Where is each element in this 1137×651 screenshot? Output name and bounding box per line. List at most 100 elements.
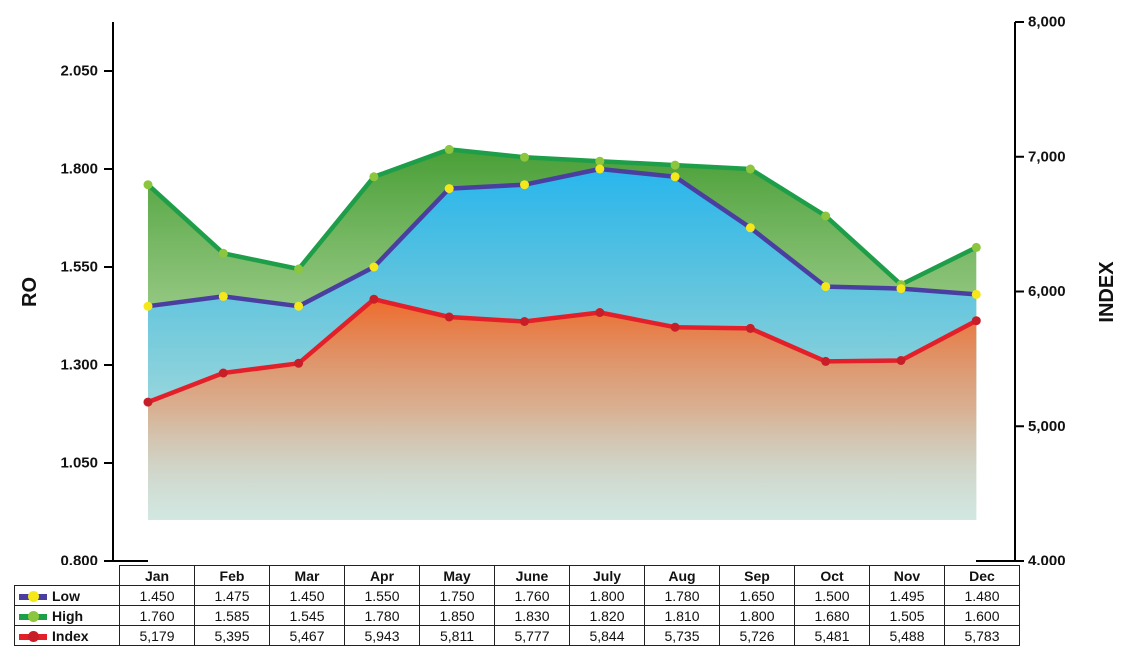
table-cell: 1.820 bbox=[569, 605, 645, 626]
table-cell: 1.780 bbox=[344, 605, 420, 626]
table-cell: 1.600 bbox=[944, 605, 1020, 626]
table-month-header: Apr bbox=[344, 565, 420, 586]
table-cell: 1.760 bbox=[119, 605, 195, 626]
table-cell: 1.650 bbox=[719, 585, 795, 606]
series-name: Index bbox=[52, 627, 89, 644]
index-point bbox=[821, 356, 831, 366]
series-name: High bbox=[52, 607, 84, 624]
chart: 0.800 1.050 1.300 1.550 1.800 2.050 4,000 5,00… bbox=[19, 14, 1118, 566]
table-month-header: May bbox=[419, 565, 495, 586]
high-point bbox=[595, 156, 605, 166]
table-cell: 5,735 bbox=[644, 625, 720, 646]
table-cell: 5,726 bbox=[719, 625, 795, 646]
high-point bbox=[971, 242, 981, 252]
table-month-header: July bbox=[569, 565, 645, 586]
table-cell: 5,811 bbox=[419, 625, 495, 646]
index-area bbox=[148, 299, 977, 520]
table-month-header: June bbox=[494, 565, 570, 586]
left-tick-label: 1.550 bbox=[60, 259, 98, 276]
table-row: Index 5,179 5,395 5,467 5,943 5,811 5,777 5,844… bbox=[14, 625, 1020, 646]
index-point bbox=[143, 397, 153, 407]
table-cell: 5,488 bbox=[869, 625, 945, 646]
index-point bbox=[444, 312, 454, 322]
low-point bbox=[896, 284, 906, 294]
table-month-header: Feb bbox=[194, 565, 270, 586]
table-cell: 1.810 bbox=[644, 605, 720, 626]
right-axis-ticks: 4,000 5,000 6,000 7,000 8,000 bbox=[1015, 14, 1066, 565]
low-point bbox=[294, 301, 304, 311]
table-cell: 1.505 bbox=[869, 605, 945, 626]
table-row-label: High bbox=[14, 605, 120, 626]
low-point bbox=[971, 289, 981, 299]
data-table-body: Low 1.450 1.475 1.450 1.550 1.750 1.760 1.800 1.… bbox=[14, 585, 1020, 646]
low-point bbox=[670, 172, 680, 182]
data-table-header: Jan Feb Mar Apr May June July Aug Sep Oct Nov Dec bbox=[14, 565, 1020, 586]
low-point bbox=[444, 184, 454, 194]
table-row-label: Index bbox=[14, 625, 120, 646]
series-name: Low bbox=[52, 587, 80, 604]
left-axis-ticks: 0.800 1.050 1.300 1.550 1.800 2.050 bbox=[60, 63, 113, 565]
legend-swatch-icon bbox=[19, 590, 47, 602]
table-cell: 1.450 bbox=[119, 585, 195, 606]
low-point bbox=[520, 180, 529, 190]
low-point bbox=[821, 282, 831, 292]
high-point bbox=[520, 152, 529, 162]
index-point bbox=[369, 294, 379, 304]
table-cell: 5,395 bbox=[194, 625, 270, 646]
table-cell: 5,179 bbox=[119, 625, 195, 646]
table-cell: 1.760 bbox=[494, 585, 570, 606]
high-series-line bbox=[146, 147, 978, 287]
low-point bbox=[143, 301, 153, 311]
table-cell: 5,467 bbox=[269, 625, 345, 646]
series-lines bbox=[146, 147, 978, 405]
high-point bbox=[745, 164, 755, 174]
table-cell: 1.475 bbox=[194, 585, 270, 606]
table-row: Low 1.450 1.475 1.450 1.550 1.750 1.760 1.800 1.… bbox=[14, 585, 1020, 606]
series-markers bbox=[143, 144, 981, 407]
high-point bbox=[143, 180, 153, 190]
table-cell: 1.495 bbox=[869, 585, 945, 606]
legend-swatch-icon bbox=[19, 610, 47, 622]
right-tick-label: 8,000 bbox=[1028, 14, 1066, 31]
left-tick-label: 1.050 bbox=[60, 455, 98, 472]
low-point bbox=[595, 164, 605, 174]
table-cell: 5,943 bbox=[344, 625, 420, 646]
index-point bbox=[971, 316, 981, 326]
index-point bbox=[670, 322, 680, 332]
index-point bbox=[520, 317, 529, 326]
right-tick-label: 6,000 bbox=[1028, 283, 1066, 300]
low-series-line bbox=[147, 166, 977, 309]
index-series-line bbox=[147, 296, 978, 405]
table-cell: 1.480 bbox=[944, 585, 1020, 606]
table-month-header: Dec bbox=[944, 565, 1020, 586]
table-cell: 1.750 bbox=[419, 585, 495, 606]
table-month-header: Jan bbox=[119, 565, 195, 586]
table-month-header: Oct bbox=[794, 565, 870, 586]
high-point bbox=[369, 172, 379, 182]
table-cell: 5,777 bbox=[494, 625, 570, 646]
right-axis-title: INDEX bbox=[1096, 261, 1118, 323]
legend-swatch-icon bbox=[19, 630, 47, 642]
left-tick-label: 2.050 bbox=[60, 63, 98, 80]
high-point bbox=[444, 144, 454, 154]
high-point bbox=[294, 264, 304, 274]
table-cell: 1.800 bbox=[569, 585, 645, 606]
table-cell: 1.550 bbox=[344, 585, 420, 606]
table-row-label: Low bbox=[14, 585, 120, 606]
table-cell: 1.585 bbox=[194, 605, 270, 626]
table-cell: 1.800 bbox=[719, 605, 795, 626]
index-point bbox=[595, 308, 605, 317]
left-tick-label: 1.300 bbox=[60, 357, 98, 374]
table-cell: 1.545 bbox=[269, 605, 345, 626]
high-point bbox=[821, 211, 831, 221]
table-month-header: Sep bbox=[719, 565, 795, 586]
index-point bbox=[896, 356, 906, 365]
table-cell: 1.680 bbox=[794, 605, 870, 626]
table-cell: 1.450 bbox=[269, 585, 345, 606]
table-cell: 5,783 bbox=[944, 625, 1020, 646]
left-axis-title: RO bbox=[19, 277, 41, 307]
right-tick-label: 7,000 bbox=[1028, 148, 1066, 165]
high-point bbox=[218, 248, 228, 258]
low-point bbox=[369, 262, 379, 272]
table-cell: 1.500 bbox=[794, 585, 870, 606]
